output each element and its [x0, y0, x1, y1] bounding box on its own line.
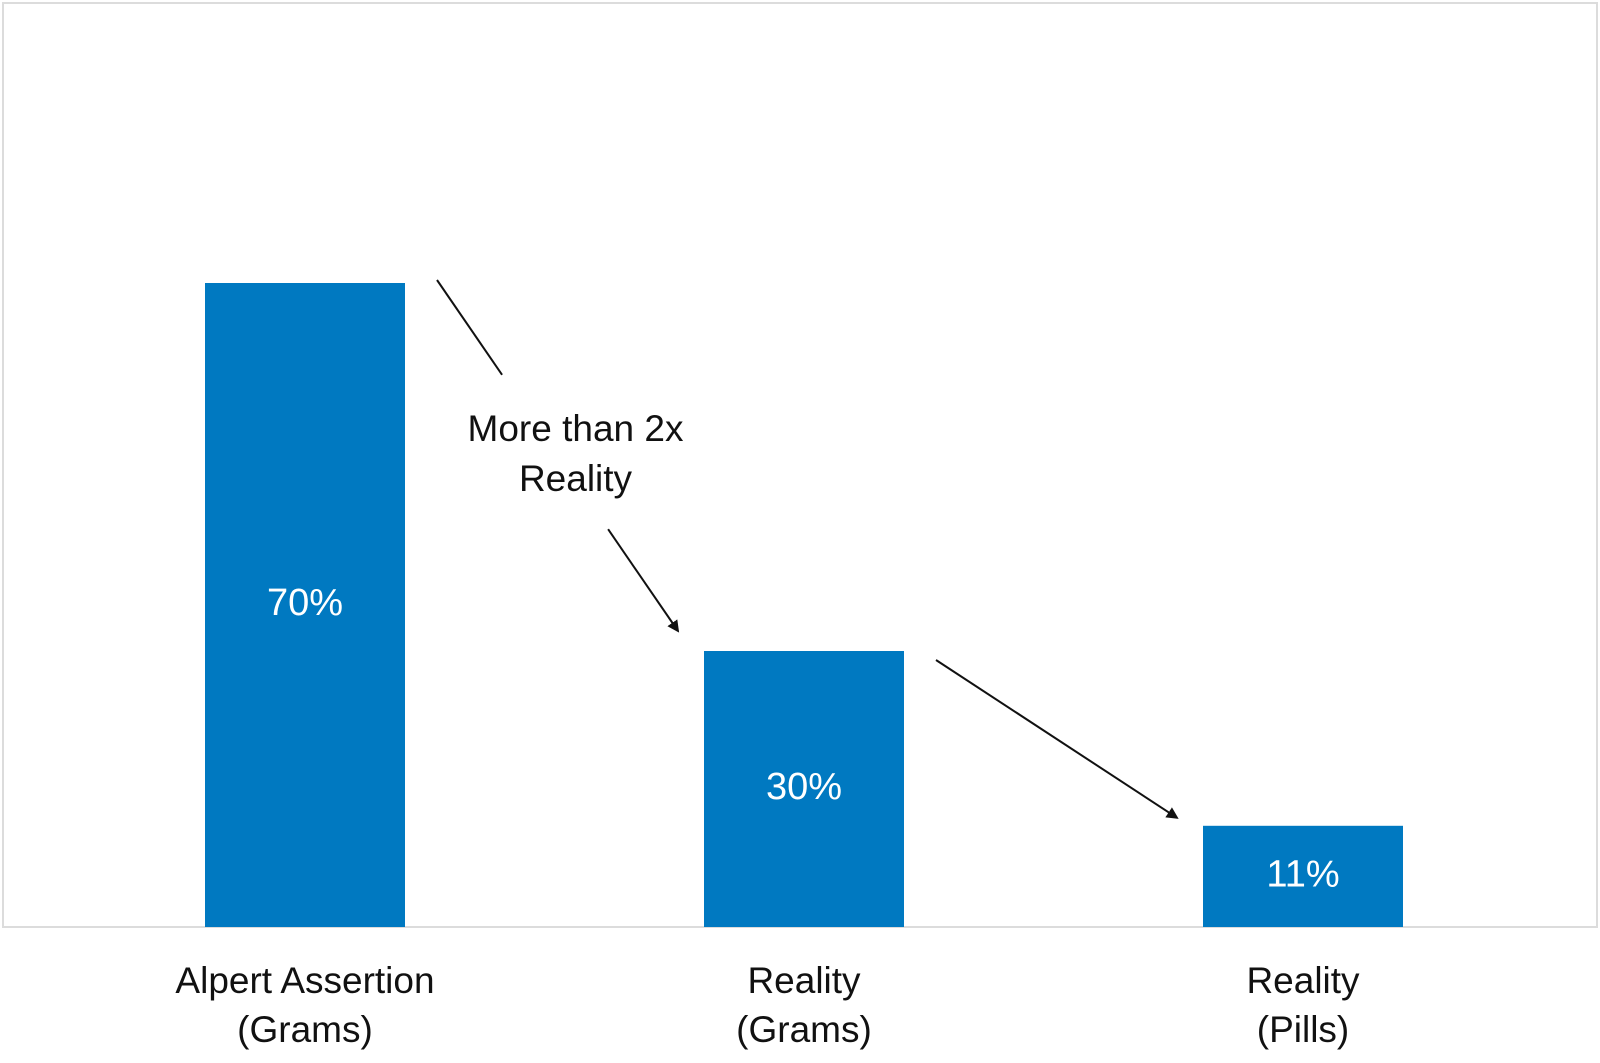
bar-value-label-1: 70%	[267, 582, 343, 624]
category-label-1: Alpert Assertion (Grams)	[175, 960, 434, 1050]
bar-2	[704, 651, 904, 927]
bar-3	[1203, 825, 1403, 927]
bar-value-label-3: 11%	[1266, 853, 1339, 895]
annotation-arrows	[436, 279, 1179, 819]
category-label-2: Reality (Grams)	[736, 960, 872, 1050]
annotation-arrow-1-tail	[436, 279, 503, 376]
annotation-arrow-2	[935, 659, 1179, 819]
bar-value-label-2: 30%	[766, 766, 842, 808]
bars-layer	[205, 283, 1403, 927]
annotation-text-1: More than 2x Reality	[468, 408, 684, 499]
annotation-arrow-1-head	[607, 528, 680, 633]
category-label-3: Reality (Pills)	[1246, 960, 1360, 1050]
bar-1	[205, 283, 405, 927]
labels-layer: 70% Alpert Assertion (Grams) 30% Reality (Gra…	[175, 408, 1360, 1050]
